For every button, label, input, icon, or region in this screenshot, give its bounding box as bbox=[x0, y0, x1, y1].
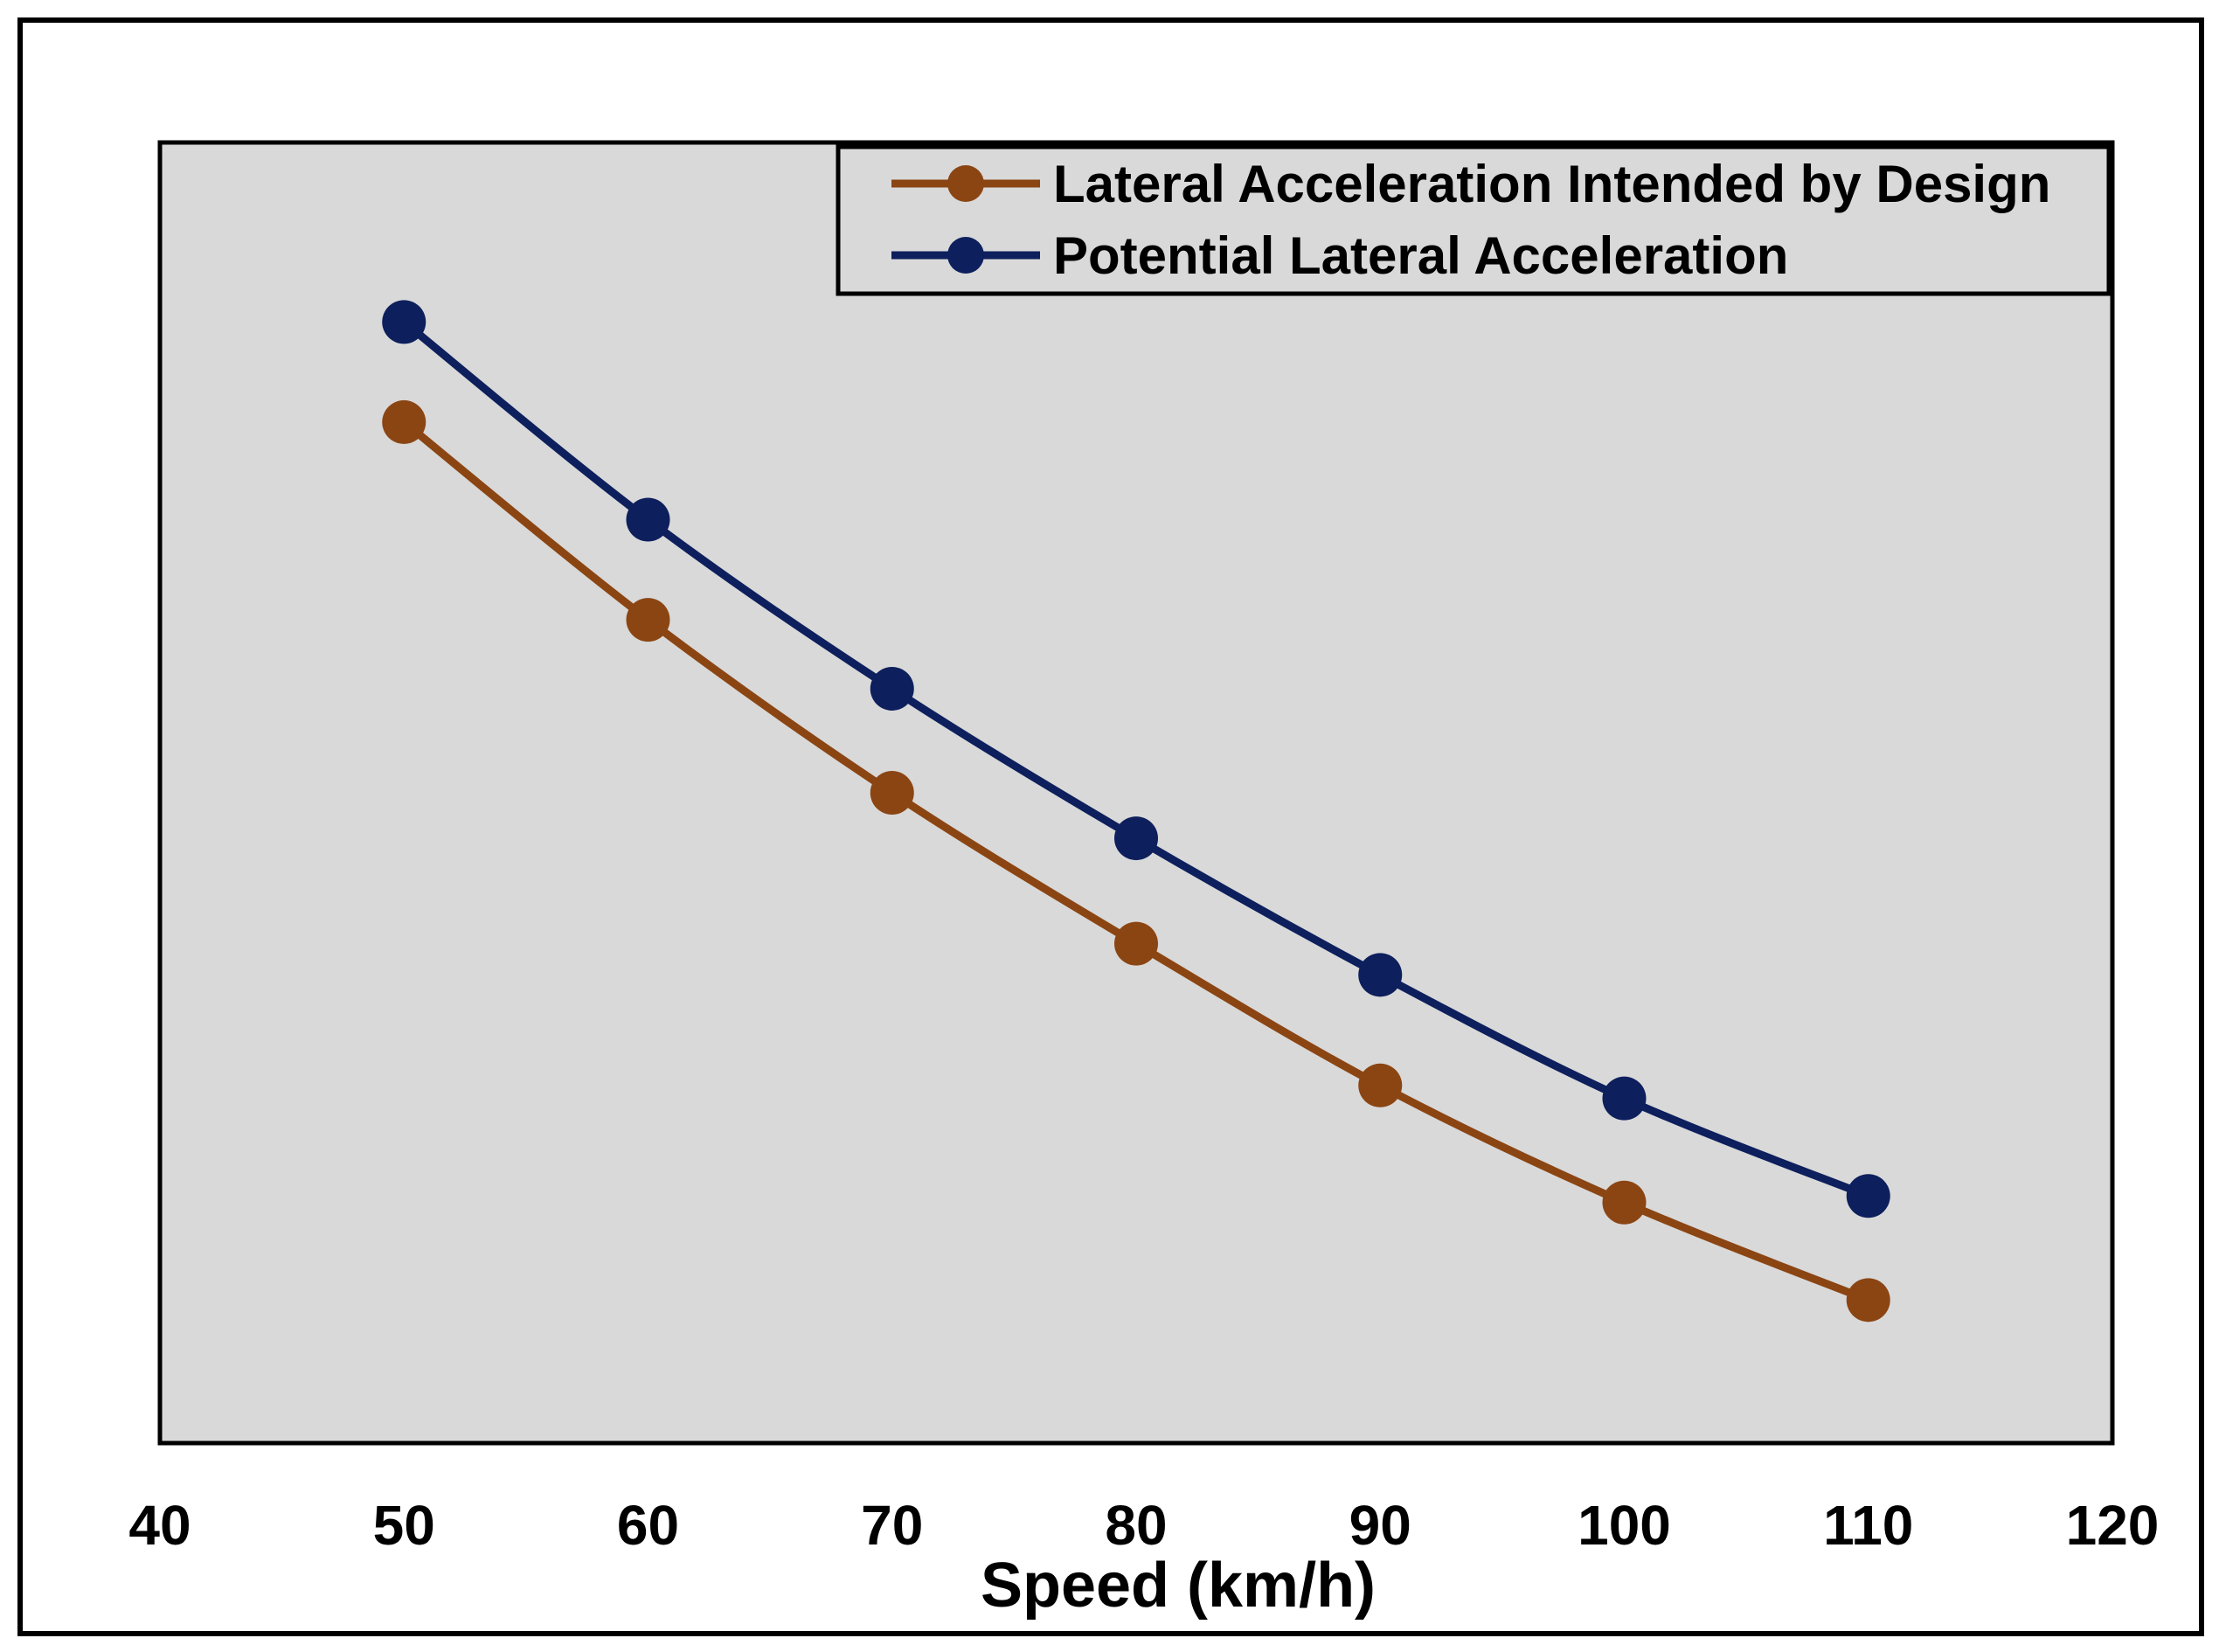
data-point-1-2 bbox=[870, 666, 914, 711]
x-tick-label: 120 bbox=[2066, 1494, 2160, 1557]
data-point-0-0 bbox=[382, 399, 426, 444]
data-point-1-5 bbox=[1602, 1076, 1647, 1121]
plot-area bbox=[157, 140, 2115, 1446]
x-tick-label: 40 bbox=[128, 1494, 191, 1557]
x-tick-label: 50 bbox=[373, 1494, 435, 1557]
legend-label-design: Lateral Acceleration Intended by Design bbox=[1053, 155, 2050, 213]
x-tick-label: 110 bbox=[1823, 1494, 1913, 1557]
data-point-0-3 bbox=[1114, 921, 1158, 966]
legend-marker-design bbox=[947, 165, 984, 202]
legend-marker-potential bbox=[947, 237, 984, 274]
legend: Lateral Acceleration Intended by Design … bbox=[836, 144, 2112, 296]
data-point-0-5 bbox=[1602, 1180, 1647, 1225]
data-point-0-2 bbox=[870, 771, 914, 815]
x-tick-label: 60 bbox=[617, 1494, 679, 1557]
x-tick-label: 80 bbox=[1105, 1494, 1167, 1557]
x-axis-title: Speed (km/h) bbox=[981, 1551, 1376, 1621]
data-point-1-1 bbox=[626, 497, 670, 542]
data-point-1-0 bbox=[382, 300, 426, 344]
data-point-0-4 bbox=[1358, 1063, 1403, 1107]
x-tick-label: 70 bbox=[861, 1494, 923, 1557]
data-point-1-6 bbox=[1846, 1174, 1890, 1218]
x-tick-label: 90 bbox=[1349, 1494, 1411, 1557]
x-axis-ticks: 40 50 60 70 80 90 100 110 120 bbox=[128, 1494, 2159, 1557]
legend-label-potential: Potential Lateral Acceleration bbox=[1053, 226, 1788, 285]
data-point-1-3 bbox=[1114, 816, 1158, 861]
data-point-0-1 bbox=[626, 598, 670, 642]
data-point-1-4 bbox=[1358, 953, 1403, 997]
x-tick-label: 100 bbox=[1578, 1494, 1671, 1557]
series-layer bbox=[382, 300, 1890, 1322]
data-point-0-6 bbox=[1846, 1278, 1890, 1322]
legend-box bbox=[836, 144, 2112, 296]
